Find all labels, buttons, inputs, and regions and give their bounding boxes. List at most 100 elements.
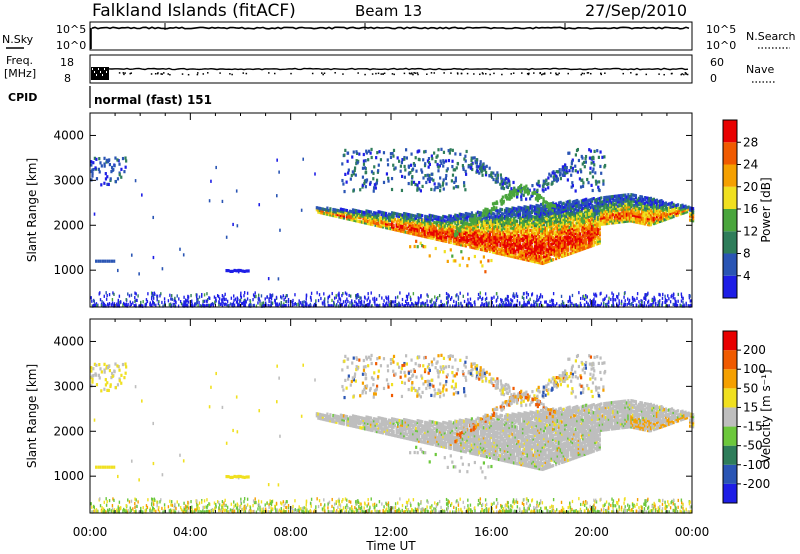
power-cell: [555, 234, 558, 238]
power-cell: [381, 211, 385, 215]
power-cell: [451, 233, 454, 237]
power-cell: [559, 208, 562, 213]
power-cell: [452, 215, 455, 219]
power-cell: [456, 161, 459, 166]
power-cell: [592, 243, 595, 247]
power-cell: [494, 241, 498, 245]
power-cell: [517, 246, 520, 250]
power-cell: [538, 234, 541, 239]
power-cell: [550, 238, 553, 242]
power-cell: [633, 209, 636, 214]
power-cell: [341, 209, 344, 214]
power-cell: [646, 202, 650, 206]
power-cell: [515, 237, 519, 241]
power-cell: [612, 219, 615, 223]
freq-dot: [196, 73, 199, 76]
power-cell: [598, 239, 601, 243]
power-cell: [354, 173, 357, 177]
power-cell: [579, 214, 582, 218]
power-cell: [431, 218, 434, 222]
power-cell: [494, 226, 498, 231]
power-cell: [512, 255, 516, 259]
power-cell: [374, 302, 376, 306]
power-cell: [582, 231, 585, 235]
power-cell: [464, 238, 467, 242]
power-cell: [458, 303, 460, 307]
power-cell: [389, 212, 392, 217]
power-cell: [490, 229, 493, 234]
power-cell: [555, 174, 558, 178]
power-cell: [654, 207, 657, 211]
power-cell: [555, 250, 558, 255]
power-cell: [383, 221, 386, 225]
freq-dot: [130, 72, 133, 74]
power-cell: [488, 215, 492, 219]
power-cell: [576, 235, 579, 239]
power-cell: [520, 195, 523, 199]
power-cell: [624, 195, 627, 199]
power-cell: [526, 215, 529, 220]
power-cell: [582, 239, 585, 243]
power-cell: [496, 251, 499, 255]
power-cell: [324, 208, 327, 212]
power-cell: [497, 295, 499, 299]
power-cell: [597, 227, 600, 231]
power-cell: [583, 216, 586, 220]
power-cell: [550, 304, 552, 308]
power-cell: [530, 225, 534, 229]
power-cell: [533, 217, 537, 221]
power-cell: [684, 208, 687, 212]
power-cell: [580, 178, 583, 182]
power-cell: [604, 220, 607, 224]
power-cell: [539, 249, 543, 253]
power-cell: [555, 246, 558, 251]
power-cell: [526, 217, 529, 222]
power-cell: [591, 231, 594, 236]
power-cell: [606, 199, 609, 203]
power-cell: [327, 300, 329, 304]
power-cell: [457, 222, 460, 226]
power-cell: [523, 190, 526, 194]
power-cell: [419, 223, 422, 228]
power-cell: [555, 242, 558, 247]
power-cell: [229, 269, 232, 274]
power-cell: [536, 303, 539, 307]
power-cell: [440, 236, 443, 240]
power-cell: [646, 200, 650, 204]
power-cell: [616, 208, 619, 212]
power-cell: [517, 236, 520, 240]
freq-dot: [268, 72, 270, 74]
power-cell: [108, 302, 111, 306]
power-cell: [493, 232, 496, 236]
power-cell: [583, 206, 586, 210]
freq-dot: [380, 73, 382, 75]
power-cell: [580, 225, 583, 229]
power-cell: [179, 247, 181, 251]
power-cell: [619, 200, 622, 204]
power-cell: [562, 242, 565, 246]
power-cell: [260, 294, 263, 298]
power-cell: [589, 216, 592, 220]
power-cell: [512, 235, 516, 239]
power-cell: [615, 206, 618, 210]
power-cell: [426, 177, 430, 181]
power-cell: [518, 208, 522, 212]
power-cell: [657, 304, 660, 308]
power-cell: [552, 223, 555, 227]
power-cell: [417, 296, 420, 300]
power-cell: [574, 243, 577, 248]
power-cell: [524, 207, 528, 211]
power-cell: [524, 239, 528, 244]
power-cell: [449, 232, 452, 236]
power-cell: [191, 299, 193, 303]
power-cell: [347, 299, 349, 304]
power-cell: [428, 236, 431, 240]
power-cell: [472, 229, 475, 234]
power-cell: [576, 239, 579, 243]
freq-start-gap: [98, 68, 99, 70]
freq-dot: [587, 72, 590, 74]
power-cell: [276, 158, 278, 162]
power-cell: [580, 221, 583, 225]
power-cell: [442, 218, 445, 223]
power-cell: [110, 259, 114, 263]
